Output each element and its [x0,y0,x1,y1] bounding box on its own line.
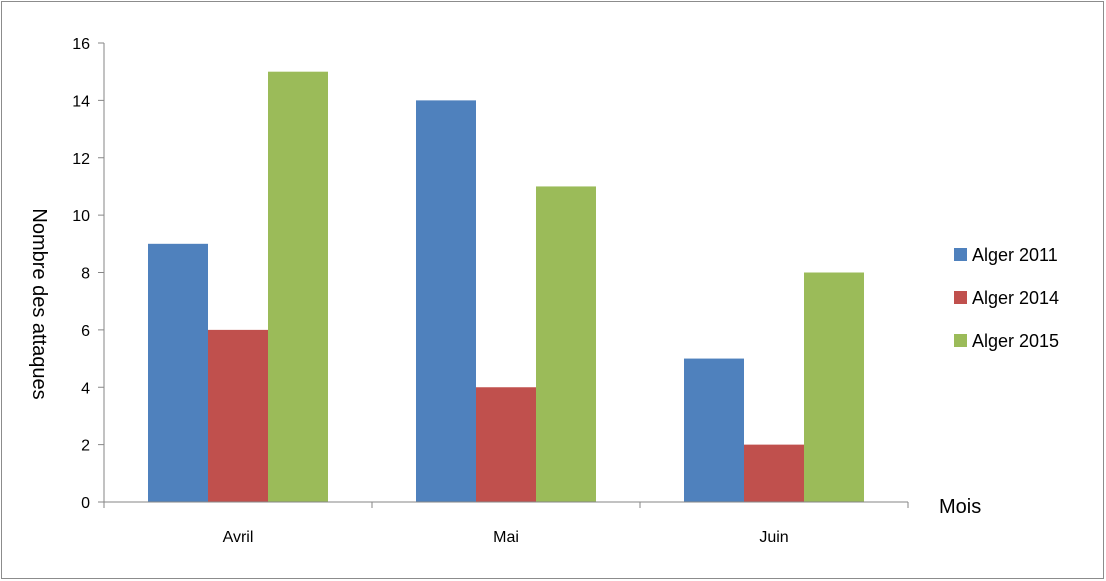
x-tick-label: Mai [493,529,519,546]
axes [103,43,908,503]
y-tick-label: 10 [72,208,90,225]
legend: Alger 2011 Alger 2014 Alger 2015 [954,245,1059,351]
legend-swatch [954,291,967,304]
x-axis-ticks: Avril Mai Juin [103,502,909,546]
bar-1-1 [148,243,208,502]
bar-3-1 [268,71,328,502]
y-axis-title: Nombre des attaques [28,208,50,399]
y-tick-label: 0 [81,495,90,512]
bar-2-2 [476,387,536,502]
legend-swatch [954,334,967,347]
bar-3-2 [536,186,596,502]
y-tick-label: 12 [72,151,90,168]
y-axis-ticks: 0 2 4 6 8 10 12 14 16 [72,36,104,512]
bar-2-1 [208,329,268,502]
bar-1-3 [684,358,744,502]
x-tick-label: Avril [223,529,254,546]
y-tick-label: 8 [81,266,90,283]
y-tick-label: 2 [81,438,90,455]
x-tick-label: Juin [759,529,788,546]
y-tick-label: 6 [81,323,90,340]
bars [148,71,864,502]
x-axis-title: Mois [939,496,981,518]
bar-3-3 [804,272,864,502]
bar-2-3 [744,444,804,502]
legend-label: Alger 2014 [972,288,1059,308]
legend-label: Alger 2015 [972,331,1059,351]
y-tick-label: 16 [72,36,90,53]
legend-label: Alger 2011 [972,245,1058,265]
bar-1-2 [416,100,476,502]
legend-swatch [954,248,967,261]
y-tick-label: 4 [81,380,90,397]
y-tick-label: 14 [72,93,90,110]
